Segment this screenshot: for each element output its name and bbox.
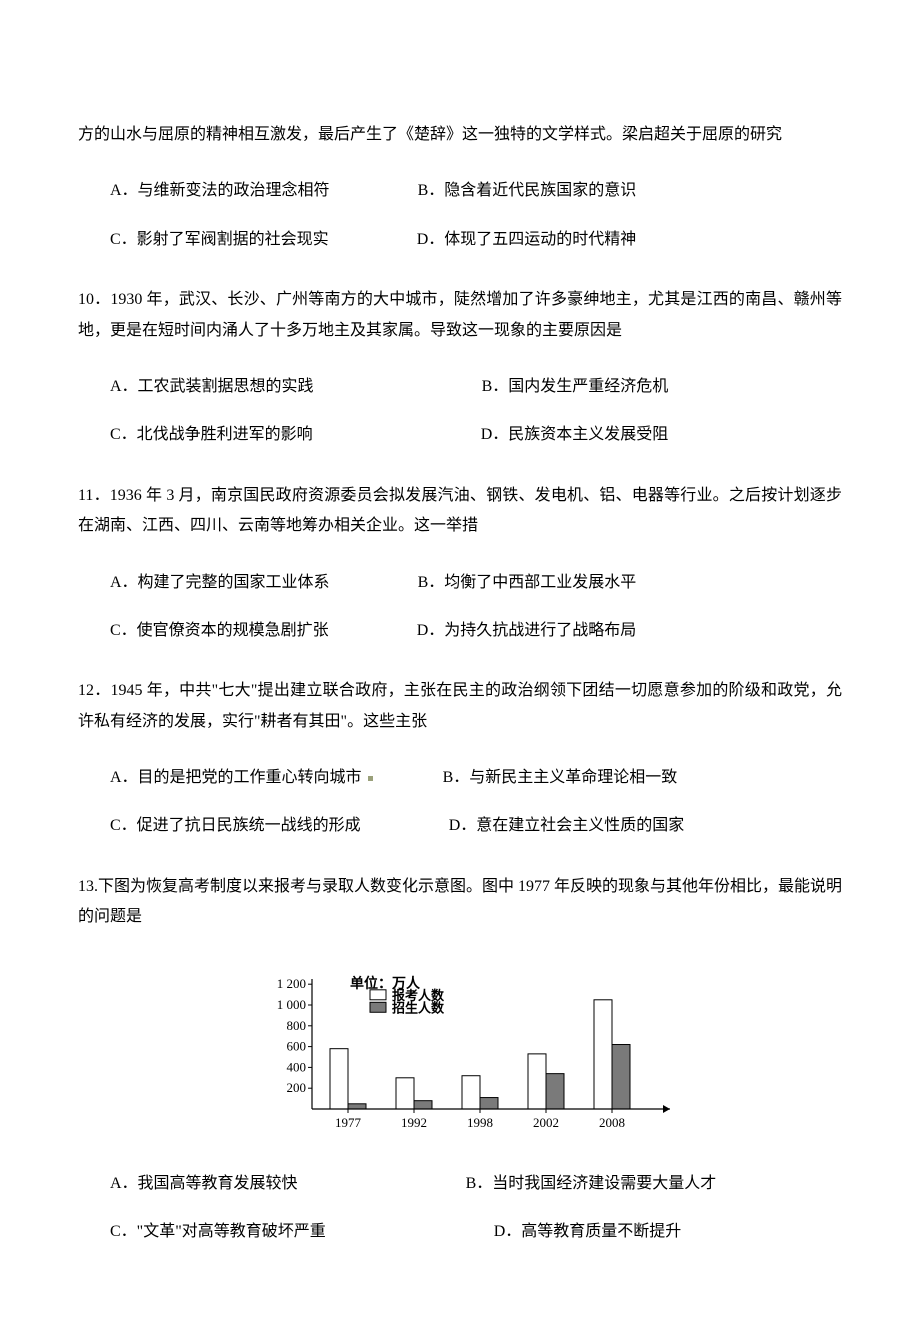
svg-text:800: 800 (287, 1017, 307, 1032)
q9-opt-c: C．影射了军阀割据的社会现实 (110, 225, 329, 255)
svg-text:1 200: 1 200 (277, 976, 306, 991)
q13-stem: 13.下图为恢复高考制度以来报考与录取人数变化示意图。图中 1977 年反映的现… (78, 872, 842, 933)
q10-opt-c: C．北伐战争胜利进军的影响 (110, 420, 313, 450)
svg-text:1992: 1992 (401, 1115, 427, 1130)
q13-chart: 2004006008001 0001 200单位：万人报考人数招生人数19771… (78, 959, 842, 1145)
q13-opt-b: B．当时我国经济建设需要大量人才 (466, 1175, 717, 1192)
bar-chart-svg: 2004006008001 0001 200单位：万人报考人数招生人数19771… (250, 959, 670, 1134)
q12-opt-c: C．促进了抗日民族统一战线的形成 (110, 811, 361, 841)
q10-opt-d: D．民族资本主义发展受阻 (481, 426, 669, 443)
svg-text:1 000: 1 000 (277, 997, 306, 1012)
q11-opt-a: A．构建了完整的国家工业体系 (110, 568, 330, 598)
q13-options: A．我国高等教育发展较快 B．当时我国经济建设需要大量人才 C．"文革"对高等教… (78, 1169, 842, 1248)
q9-options: A．与维新变法的政治理念相符 B．隐含着近代民族国家的意识 C．影射了军阀割据的… (78, 176, 842, 255)
svg-text:2002: 2002 (533, 1115, 559, 1130)
q10-opt-a: A．工农武装割据思想的实践 (110, 372, 314, 402)
q12-opt-d: D．意在建立社会主义性质的国家 (449, 817, 685, 834)
q9-opt-a: A．与维新变法的政治理念相符 (110, 176, 330, 206)
svg-text:1998: 1998 (467, 1115, 493, 1130)
svg-text:600: 600 (287, 1038, 307, 1053)
svg-text:1977: 1977 (335, 1115, 362, 1130)
q9-opt-d: D．体现了五四运动的时代精神 (417, 231, 637, 248)
q13-opt-a: A．我国高等教育发展较快 (110, 1169, 298, 1199)
q11-opt-c: C．使官僚资本的规模急剧扩张 (110, 616, 329, 646)
q10-opt-b: B．国内发生严重经济危机 (482, 378, 669, 395)
q11-opt-b: B．均衡了中西部工业发展水平 (418, 574, 637, 591)
q12-stem: 12．1945 年，中共"七大"提出建立联合政府，主张在民主的政治纲领下团结一切… (78, 676, 842, 737)
svg-text:400: 400 (287, 1059, 307, 1074)
q11-opt-d: D．为持久抗战进行了战略布局 (417, 622, 637, 639)
q11-stem: 11．1936 年 3 月，南京国民政府资源委员会拟发展汽油、钢铁、发电机、铝、… (78, 481, 842, 542)
q11-options: A．构建了完整的国家工业体系 B．均衡了中西部工业发展水平 C．使官僚资本的规模… (78, 568, 842, 647)
q12-opt-b: B．与新民主主义革命理论相一致 (443, 769, 678, 786)
q9-stem-cont: 方的山水与屈原的精神相互激发，最后产生了《楚辞》这一独特的文学样式。梁启超关于屈… (78, 120, 842, 150)
svg-text:200: 200 (287, 1080, 307, 1095)
q12-opt-a: A．目的是把党的工作重心转向城市 (110, 763, 362, 793)
marker-icon (368, 776, 373, 781)
q12-options: A．目的是把党的工作重心转向城市 B．与新民主主义革命理论相一致 C．促进了抗日… (78, 763, 842, 842)
q10-stem: 10．1930 年，武汉、长沙、广州等南方的大中城市，陡然增加了许多豪绅地主，尤… (78, 285, 842, 346)
q9-opt-b: B．隐含着近代民族国家的意识 (418, 182, 637, 199)
q10-options: A．工农武装割据思想的实践 B．国内发生严重经济危机 C．北伐战争胜利进军的影响… (78, 372, 842, 451)
q13-opt-d: D．高等教育质量不断提升 (494, 1223, 682, 1240)
svg-text:招生人数: 招生人数 (392, 1000, 445, 1015)
svg-text:2008: 2008 (599, 1115, 625, 1130)
q13-opt-c: C．"文革"对高等教育破坏严重 (110, 1217, 326, 1247)
